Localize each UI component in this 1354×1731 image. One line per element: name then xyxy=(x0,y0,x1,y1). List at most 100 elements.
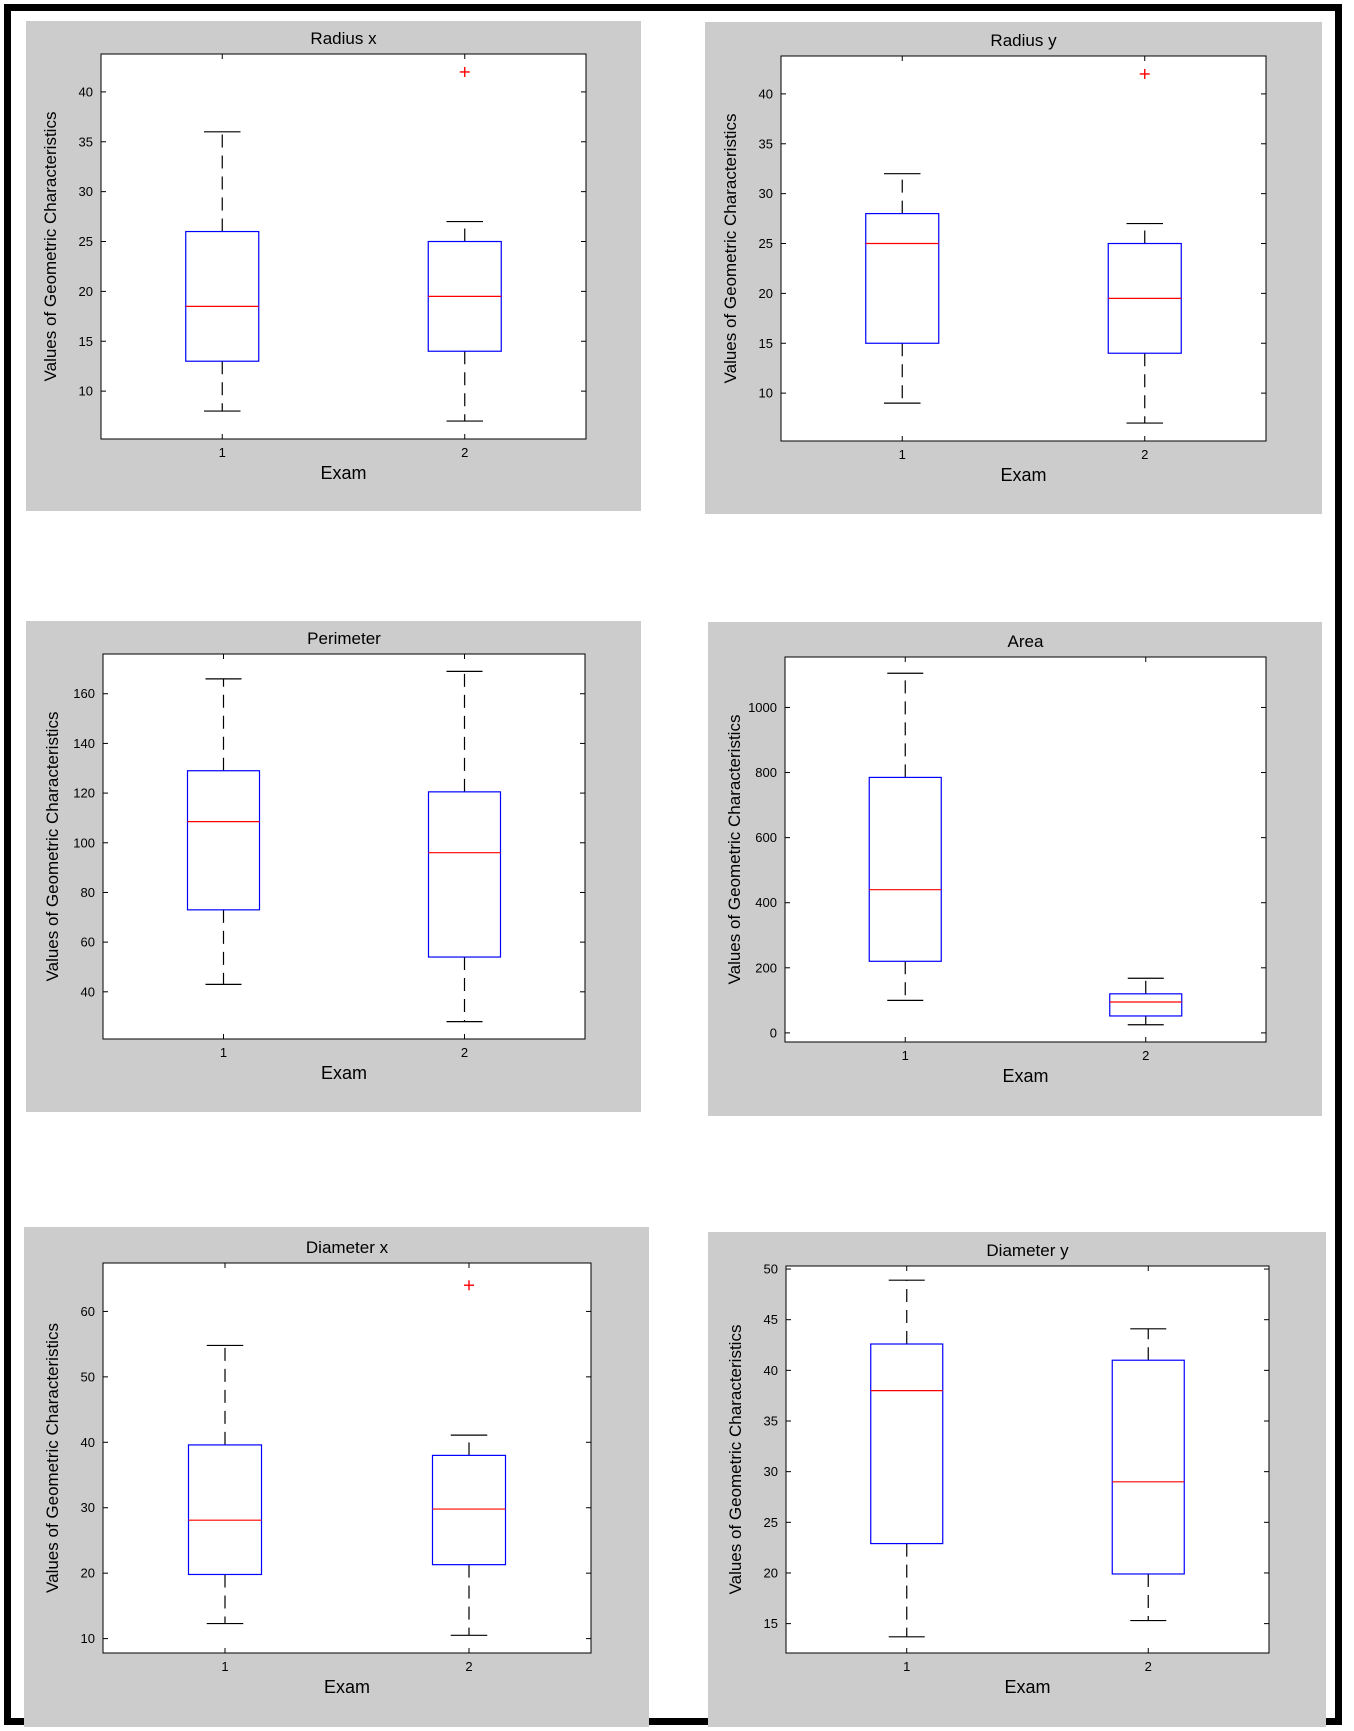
chart-diameter-y: Diameter y 15 20 25 30 35 40 45 50 1 2 Exam Values o… xyxy=(726,1241,1270,1697)
y-tick-label: 140 xyxy=(73,736,95,751)
y-tick-label: 25 xyxy=(764,1515,778,1530)
y-tick-label: 20 xyxy=(764,1565,778,1580)
y-tick-label: 35 xyxy=(79,134,93,149)
y-tick-label: 10 xyxy=(759,386,773,401)
box-1 xyxy=(865,173,940,404)
y-tick-label: 25 xyxy=(759,236,773,251)
box-2 xyxy=(431,1280,507,1636)
chart-title: Radius x xyxy=(310,29,377,48)
y-tick-label: 160 xyxy=(73,686,95,701)
y-tick-label: 30 xyxy=(764,1464,778,1479)
y-tick-label: 40 xyxy=(81,1435,95,1450)
iqr-box xyxy=(870,1343,944,1545)
x-axis-label: Exam xyxy=(1002,1066,1048,1086)
y-tick-label: 50 xyxy=(81,1369,95,1384)
x-tick-label: 2 xyxy=(1141,447,1148,462)
y-tick-label: 40 xyxy=(79,84,93,99)
x-tick-label: 1 xyxy=(221,1659,228,1674)
box-2 xyxy=(1107,68,1182,424)
chart-radius-x: Radius x 10 15 20 25 30 35 40 1 2 Exam Values of Ge… xyxy=(41,29,587,483)
chart-title: Diameter y xyxy=(986,1241,1069,1260)
box-1 xyxy=(868,672,942,1001)
chart-panel-diameter-x: Diameter x 10 20 30 40 50 60 1 2 Exam Values of Ge… xyxy=(24,1227,649,1727)
iqr-box xyxy=(431,1454,507,1566)
y-tick-label: 20 xyxy=(79,284,93,299)
y-tick-label: 800 xyxy=(755,765,777,780)
chart-panel-area: Area 0 200 400 600 800 1000 1 2 Exam Values of Geo… xyxy=(708,622,1322,1116)
iqr-box xyxy=(187,1444,263,1576)
y-tick-label: 30 xyxy=(81,1500,95,1515)
iqr-box xyxy=(868,776,942,962)
box-2 xyxy=(427,670,502,1023)
chart-radius-y: Radius y 10 15 20 25 30 35 40 1 2 Exam Values of Ge… xyxy=(721,31,1267,485)
y-tick-label: 15 xyxy=(764,1616,778,1631)
y-tick-label: 35 xyxy=(764,1414,778,1429)
y-tick-label: 40 xyxy=(764,1363,778,1378)
y-tick-label: 10 xyxy=(79,384,93,399)
box-1 xyxy=(185,131,260,412)
y-tick-label: 100 xyxy=(73,835,95,850)
box-2 xyxy=(427,66,502,422)
y-axis-label: Values of Geometric Characteristics xyxy=(43,1323,62,1593)
y-axis-label: Values of Geometric Characteristics xyxy=(725,715,744,985)
y-tick-label: 20 xyxy=(81,1566,95,1581)
y-tick-label: 35 xyxy=(759,136,773,151)
y-tick-label: 60 xyxy=(81,1304,95,1319)
y-tick-label: 25 xyxy=(79,234,93,249)
y-tick-label: 120 xyxy=(73,786,95,801)
box-1 xyxy=(186,678,261,985)
y-tick-label: 200 xyxy=(755,960,777,975)
y-tick-label: 10 xyxy=(81,1631,95,1646)
x-axis-label: Exam xyxy=(1000,465,1046,485)
y-tick-label: 40 xyxy=(81,984,95,999)
outlier-marker xyxy=(1139,68,1150,79)
x-tick-label: 1 xyxy=(902,1048,909,1063)
iqr-box xyxy=(865,212,940,344)
y-tick-label: 1000 xyxy=(748,700,777,715)
x-tick-label: 2 xyxy=(461,1045,468,1060)
y-tick-label: 45 xyxy=(764,1312,778,1327)
y-tick-label: 40 xyxy=(759,86,773,101)
chart-title: Diameter x xyxy=(306,1238,389,1257)
chart-title: Perimeter xyxy=(307,629,381,648)
y-tick-label: 20 xyxy=(759,286,773,301)
y-tick-label: 15 xyxy=(79,334,93,349)
iqr-box xyxy=(427,791,502,958)
y-axis-label: Values of Geometric Characteristics xyxy=(721,114,740,384)
x-axis-label: Exam xyxy=(320,463,366,483)
y-tick-label: 80 xyxy=(81,885,95,900)
y-tick-label: 30 xyxy=(79,184,93,199)
plot-area xyxy=(785,1265,1270,1654)
y-tick-label: 0 xyxy=(770,1025,777,1040)
y-tick-label: 400 xyxy=(755,895,777,910)
x-tick-label: 1 xyxy=(903,1659,910,1674)
chart-panel-diameter-y: Diameter y 15 20 25 30 35 40 45 50 1 2 Exam Values o… xyxy=(708,1232,1326,1727)
iqr-box xyxy=(1109,993,1183,1017)
x-tick-label: 2 xyxy=(1145,1659,1152,1674)
chart-panel-perimeter: Perimeter 40 60 80 100 120 140 160 1 2 Exam Values … xyxy=(26,621,641,1112)
y-tick-label: 15 xyxy=(759,336,773,351)
x-tick-label: 2 xyxy=(1142,1048,1149,1063)
y-axis-label: Values of Geometric Characteristics xyxy=(41,112,60,382)
iqr-box xyxy=(1111,1359,1185,1575)
x-tick-label: 2 xyxy=(465,1659,472,1674)
x-axis-label: Exam xyxy=(1004,1677,1050,1697)
box-2 xyxy=(1109,977,1183,1026)
y-axis-label: Values of Geometric Characteristics xyxy=(43,712,62,982)
plot-area xyxy=(780,55,1267,442)
x-tick-label: 1 xyxy=(220,1045,227,1060)
y-axis-label: Values of Geometric Characteristics xyxy=(726,1325,745,1595)
outlier-marker xyxy=(464,1280,474,1291)
iqr-box xyxy=(186,770,261,911)
plot-area xyxy=(100,53,587,440)
x-tick-label: 1 xyxy=(899,447,906,462)
y-tick-label: 30 xyxy=(759,186,773,201)
chart-title: Area xyxy=(1008,632,1044,651)
chart-diameter-x: Diameter x 10 20 30 40 50 60 1 2 Exam Values of Ge… xyxy=(43,1238,592,1697)
plot-area xyxy=(102,653,586,1040)
x-tick-label: 1 xyxy=(219,445,226,460)
plot-area xyxy=(784,656,1267,1043)
chart-perimeter: Perimeter 40 60 80 100 120 140 160 1 2 Exam Values … xyxy=(43,629,586,1083)
y-tick-label: 50 xyxy=(764,1262,778,1277)
box-2 xyxy=(1111,1328,1185,1622)
